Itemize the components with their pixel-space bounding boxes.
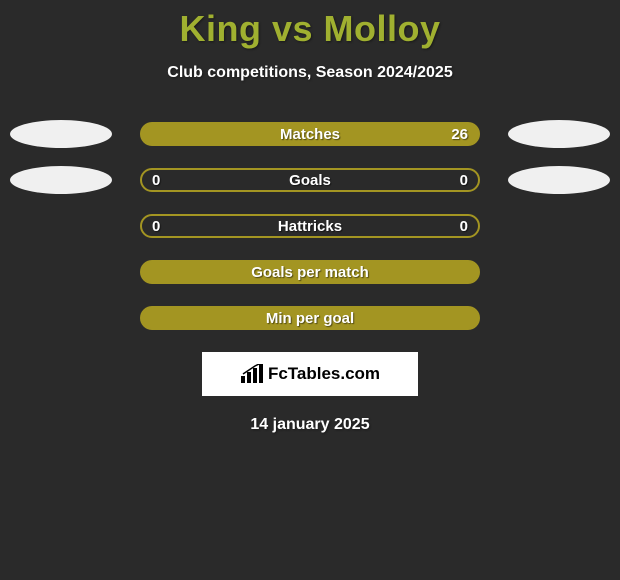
stat-right-value: 0 xyxy=(460,218,468,235)
stat-row-goals: 0 Goals 0 xyxy=(0,168,620,192)
player-right-ellipse xyxy=(508,120,610,148)
stat-label: Hattricks xyxy=(278,218,342,235)
stat-bar: Goals per match xyxy=(140,260,480,284)
stats-container: Matches 26 0 Goals 0 0 Hattricks 0 Goals… xyxy=(0,122,620,330)
stat-row-matches: Matches 26 xyxy=(0,122,620,146)
stat-row-goals-per-match: Goals per match xyxy=(0,260,620,284)
player-left-ellipse xyxy=(10,120,112,148)
stat-left-value: 0 xyxy=(152,218,160,235)
page-subtitle: Club competitions, Season 2024/2025 xyxy=(0,64,620,82)
stat-right-value: 0 xyxy=(460,172,468,189)
stat-bar: 0 Hattricks 0 xyxy=(140,214,480,238)
page-title: King vs Molloy xyxy=(0,0,620,50)
stat-label: Goals per match xyxy=(251,264,369,281)
player-left-ellipse xyxy=(10,166,112,194)
stat-label: Min per goal xyxy=(266,310,354,327)
stat-bar: Matches 26 xyxy=(140,122,480,146)
stat-left-value: 0 xyxy=(152,172,160,189)
stat-label: Matches xyxy=(280,126,340,143)
stat-row-hattricks: 0 Hattricks 0 xyxy=(0,214,620,238)
stat-right-value: 26 xyxy=(451,126,468,143)
stat-bar: Min per goal xyxy=(140,306,480,330)
stat-row-min-per-goal: Min per goal xyxy=(0,306,620,330)
brand-text: FcTables.com xyxy=(268,364,380,384)
stat-label: Goals xyxy=(289,172,331,189)
player-right-ellipse xyxy=(508,166,610,194)
stat-bar: 0 Goals 0 xyxy=(140,168,480,192)
footer-date: 14 january 2025 xyxy=(0,416,620,434)
brand-box: FcTables.com xyxy=(202,352,418,396)
bar-chart-icon xyxy=(240,364,264,384)
